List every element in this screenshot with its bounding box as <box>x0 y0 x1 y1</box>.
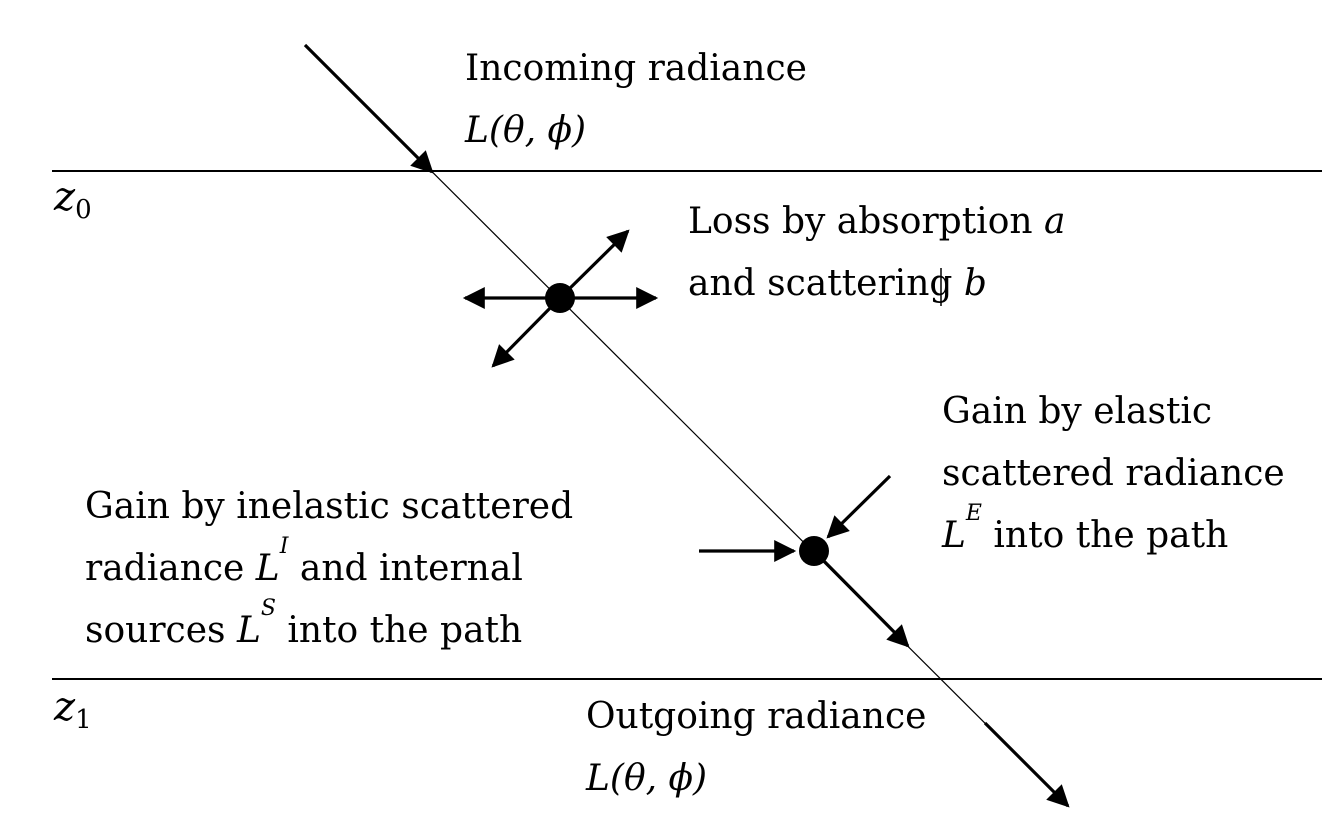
elastic-line-3-rest: into the path <box>981 515 1229 556</box>
outgoing-radiance-symbol: L(θ, ϕ) <box>586 758 708 799</box>
loss-line-2: and scattering b <box>688 253 1065 315</box>
inelastic-line-3-rest: into the path <box>275 610 523 651</box>
incoming-ray-arrow <box>303 43 434 174</box>
loss-line-1-text: Loss by absorption <box>688 201 1033 242</box>
sources-superscript: S <box>260 596 276 621</box>
inelastic-symbol: L <box>255 548 280 589</box>
z1-label: z1 <box>54 684 92 735</box>
gain-arrow-from-upright <box>826 474 892 539</box>
incoming-radiance-title: Incoming radiance <box>465 48 807 89</box>
z0-symbol: z <box>54 174 76 220</box>
inelastic-line-2: radiance LI and internal <box>85 536 573 600</box>
outgoing-radiance-label: Outgoing radiance L(θ, ϕ) <box>586 686 926 810</box>
outgoing-ray-arrow <box>983 721 1070 808</box>
gain-node <box>799 536 829 566</box>
incoming-radiance-symbol: L(θ, ϕ) <box>465 110 587 151</box>
inelastic-line-1: Gain by inelastic scattered <box>85 486 574 527</box>
elastic-gain-label: Gain by elastic scattered radiance LE in… <box>942 381 1285 567</box>
path-after-gain-arrow <box>812 549 910 648</box>
loss-label: Loss by absorption a and scattering b <box>688 191 1065 315</box>
loss-line-1: Loss by absorption a <box>688 191 1065 253</box>
inelastic-line-2-rest: and internal <box>288 548 523 589</box>
inelastic-line-2-prefix: radiance <box>85 548 256 589</box>
z0-subscript: 0 <box>75 195 92 225</box>
scattering-symbol: b <box>963 263 987 304</box>
loss-arrow-upright <box>558 229 630 300</box>
elastic-line-3: LE into the path <box>942 503 1285 567</box>
incoming-radiance-label: Incoming radiance L(θ, ϕ) <box>465 38 807 162</box>
inelastic-gain-label: Gain by inelastic scattered radiance LI … <box>85 476 573 662</box>
elastic-symbol: L <box>942 515 966 556</box>
outgoing-radiance-title: Outgoing radiance <box>586 696 927 737</box>
inelastic-line-3-prefix: sources <box>85 610 237 651</box>
elastic-line-1: Gain by elastic <box>942 391 1213 432</box>
z1-symbol: z <box>54 684 76 730</box>
elastic-line-2: scattered radiance <box>942 453 1285 494</box>
loss-arrow-downleft <box>491 296 562 368</box>
sources-symbol: L <box>236 610 261 651</box>
elastic-superscript: E <box>965 501 982 526</box>
absorption-symbol: a <box>1044 201 1066 242</box>
loss-node <box>545 283 575 313</box>
loss-line-2-text: and scattering <box>688 263 953 304</box>
inelastic-superscript: I <box>279 534 289 559</box>
z1-subscript: 1 <box>75 705 92 735</box>
z0-label: z0 <box>54 174 92 225</box>
inelastic-line-3: sources LS into the path <box>85 598 573 662</box>
